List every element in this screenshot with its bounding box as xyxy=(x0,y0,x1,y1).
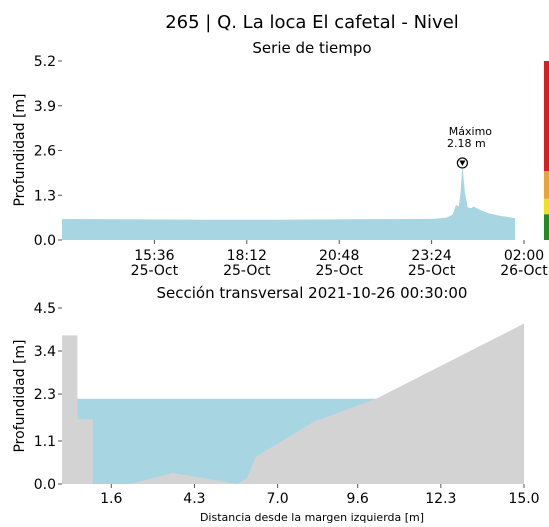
x-tick-time: 02:00 xyxy=(504,248,544,264)
x-tick-date: 25-Oct xyxy=(315,263,363,279)
time-series-ylabel: Profundidad [m] xyxy=(12,93,28,206)
max-value: 2.18 m xyxy=(447,137,486,150)
y-tick-label: 3.9 xyxy=(34,99,56,115)
x-tick-date: 25-Oct xyxy=(131,263,179,279)
cross-section-ylabel: Profundidad [m] xyxy=(12,339,28,452)
y-tick-label: 4.5 xyxy=(34,301,56,317)
x-tick-label: 7.0 xyxy=(266,491,288,507)
ground-profile xyxy=(62,323,524,484)
max-marker-triangle-icon xyxy=(459,160,466,166)
y-tick-label: 0.0 xyxy=(34,477,56,493)
x-tick-label: 9.6 xyxy=(347,491,369,507)
y-tick-label: 3.4 xyxy=(34,344,56,360)
x-tick-time: 15:36 xyxy=(134,248,174,264)
max-label: Máximo xyxy=(449,125,493,138)
x-tick-label: 12.3 xyxy=(425,491,456,507)
y-tick-label: 2.3 xyxy=(34,387,56,403)
threshold-segment xyxy=(544,198,549,215)
time-series-chart: Serie de tiempo Profundidad [m] 0.0 1.3 2.… xyxy=(12,39,549,279)
time-series-title: Serie de tiempo xyxy=(252,39,371,57)
x-tick-label: 15.0 xyxy=(508,491,539,507)
threshold-color-bar xyxy=(544,61,549,240)
threshold-segment xyxy=(544,61,549,172)
x-tick-date: 25-Oct xyxy=(223,263,271,279)
y-tick-label: 0.0 xyxy=(34,233,56,249)
threshold-segment xyxy=(544,214,549,240)
x-tick-label: 1.6 xyxy=(100,491,122,507)
cross-section-chart: Sección transversal 2021-10-26 00:30:00 … xyxy=(12,284,540,524)
threshold-segment xyxy=(544,171,549,199)
x-tick-time: 18:12 xyxy=(227,248,267,264)
x-tick-label: 4.3 xyxy=(183,491,205,507)
x-tick-time: 23:24 xyxy=(411,248,451,264)
x-tick-date: 26-Oct xyxy=(500,263,548,279)
x-tick-time: 20:48 xyxy=(319,248,359,264)
time-series-area xyxy=(62,165,516,240)
x-tick-date: 25-Oct xyxy=(408,263,456,279)
cross-section-title: Sección transversal 2021-10-26 00:30:00 xyxy=(157,284,468,302)
y-tick-label: 1.3 xyxy=(34,188,56,204)
cross-section-xlabel: Distancia desde la margen izquierda [m] xyxy=(200,511,424,524)
y-tick-label: 1.1 xyxy=(34,434,56,450)
y-tick-label: 5.2 xyxy=(34,54,56,70)
chart-title: 265 | Q. La loca El cafetal - Nivel xyxy=(165,12,459,33)
max-annotation: Máximo 2.18 m xyxy=(447,125,493,169)
y-tick-label: 2.6 xyxy=(34,144,56,160)
